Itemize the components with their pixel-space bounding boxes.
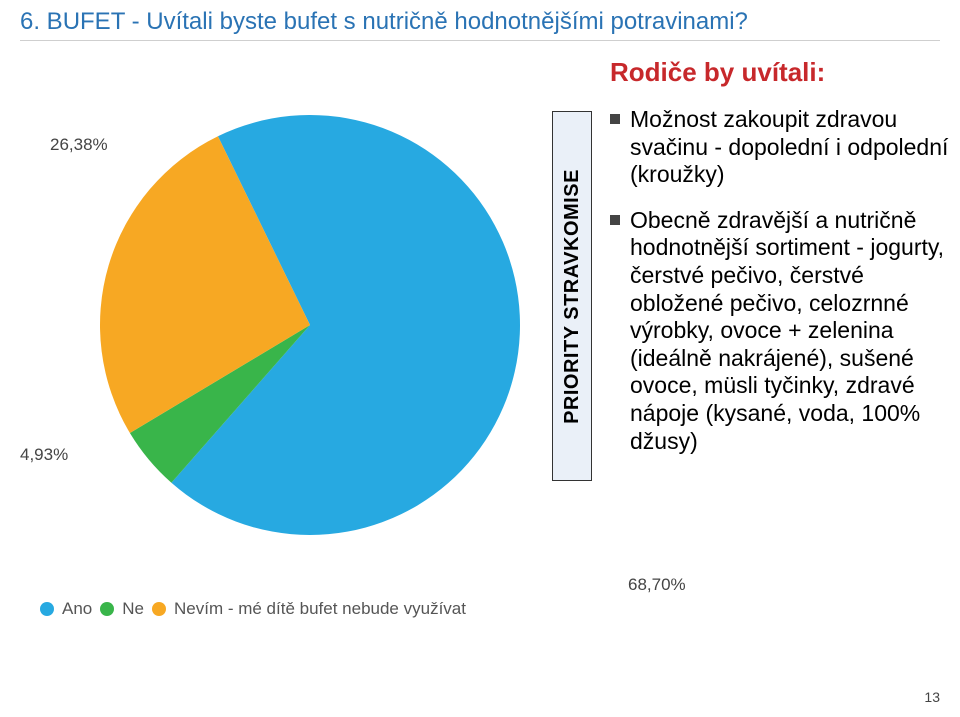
divider [20, 40, 940, 41]
pct-label: 26,38% [50, 135, 108, 155]
pct-label: 4,93% [20, 445, 68, 465]
pie-chart [20, 45, 700, 605]
legend-dot [152, 602, 166, 616]
bullet-item: Obecně zdravější a nutričně hodnotnější … [610, 207, 950, 455]
legend-label: Ne [122, 599, 144, 619]
priority-box: PRIORITY STRAVKOMISE [552, 111, 592, 481]
content-area: 68,70% 4,93% 26,38% Ano Ne Nevím - mé dítě b… [20, 45, 940, 625]
pie-chart-area: 68,70% 4,93% 26,38% Ano Ne Nevím - mé dítě b… [20, 45, 700, 625]
question-title: 6. BUFET - Uvítali byste bufet s nutričn… [20, 0, 940, 40]
bullet-list: Možnost zakoupit zdravou svačinu - dopol… [610, 106, 950, 455]
page: 6. BUFET - Uvítali byste bufet s nutričn… [0, 0, 960, 717]
priority-label: PRIORITY STRAVKOMISE [561, 169, 584, 424]
square-bullet-icon [610, 215, 620, 225]
pct-label: 68,70% [628, 575, 686, 595]
square-bullet-icon [610, 114, 620, 124]
legend-dot [100, 602, 114, 616]
legend-dot [40, 602, 54, 616]
page-number: 13 [924, 689, 940, 705]
bullet-text: Možnost zakoupit zdravou svačinu - dopol… [630, 106, 950, 189]
chart-legend: Ano Ne Nevím - mé dítě bufet nebude využív… [40, 599, 466, 619]
legend-label: Nevím - mé dítě bufet nebude využívat [174, 599, 466, 619]
bullet-text: Obecně zdravější a nutričně hodnotnější … [630, 207, 950, 455]
right-title: Rodiče by uvítali: [610, 57, 950, 88]
right-column: Rodiče by uvítali: Možnost zakoupit zdra… [610, 57, 950, 473]
legend-label: Ano [62, 599, 92, 619]
bullet-item: Možnost zakoupit zdravou svačinu - dopol… [610, 106, 950, 189]
